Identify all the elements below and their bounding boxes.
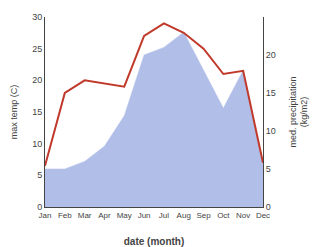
svg-text:20: 20 <box>266 50 276 60</box>
svg-text:0: 0 <box>37 202 42 212</box>
svg-text:med. precipitation(kg/m2): med. precipitation(kg/m2) <box>288 76 310 147</box>
svg-text:5: 5 <box>266 164 271 174</box>
svg-text:Dec: Dec <box>256 211 270 220</box>
svg-text:15: 15 <box>32 107 42 117</box>
svg-text:10: 10 <box>266 126 276 136</box>
svg-text:25: 25 <box>32 44 42 54</box>
svg-text:15: 15 <box>266 88 276 98</box>
svg-text:10: 10 <box>32 139 42 149</box>
svg-text:Jan: Jan <box>39 211 52 220</box>
svg-text:May: May <box>117 211 132 220</box>
svg-text:Mar: Mar <box>78 211 92 220</box>
svg-text:Nov: Nov <box>236 211 250 220</box>
svg-text:Jun: Jun <box>138 211 151 220</box>
svg-text:Feb: Feb <box>58 211 72 220</box>
svg-text:Apr: Apr <box>98 211 111 220</box>
svg-text:date (month): date (month) <box>124 236 185 247</box>
svg-text:20: 20 <box>32 75 42 85</box>
svg-text:0: 0 <box>266 202 271 212</box>
svg-text:Jul: Jul <box>159 211 169 220</box>
svg-text:Aug: Aug <box>177 211 191 220</box>
svg-text:Sep: Sep <box>196 211 211 220</box>
svg-text:5: 5 <box>37 170 42 180</box>
svg-text:max temp (C): max temp (C) <box>9 85 19 140</box>
svg-text:30: 30 <box>32 12 42 22</box>
svg-text:Oct: Oct <box>217 211 230 220</box>
